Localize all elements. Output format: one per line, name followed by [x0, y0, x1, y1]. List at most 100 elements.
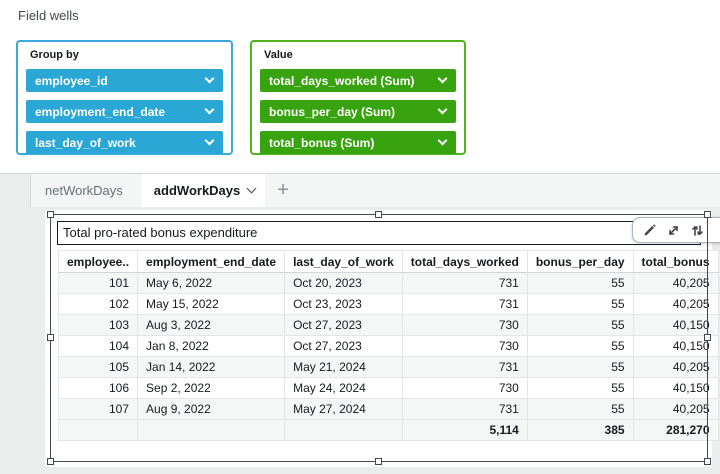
value-field-pill[interactable]: bonus_per_day (Sum) [260, 100, 456, 123]
table-cell: 105 [57, 356, 139, 378]
resize-handle-bottom-right[interactable] [704, 458, 711, 465]
table-cell: 731 [401, 272, 528, 294]
table-cell: Aug 9, 2022 [137, 398, 286, 420]
tab-label: addWorkDays [153, 183, 241, 198]
maximize-icon[interactable] [667, 224, 680, 237]
table-row: 105 Jan 14, 2022 May 21, 2024 731 55 40,205 [57, 356, 719, 378]
resize-handle-top-center[interactable] [375, 211, 382, 218]
table-cell: 40,150 [632, 314, 719, 336]
chevron-down-icon [204, 104, 215, 115]
table-cell: 55 [526, 356, 634, 378]
totals-cell [137, 419, 286, 441]
field-wells-title: Field wells [18, 8, 79, 23]
table-cell: 55 [526, 272, 634, 294]
group-by-label: Group by [30, 49, 79, 61]
column-header[interactable]: bonus_per_day [526, 250, 634, 273]
resize-handle-mid-left[interactable] [47, 334, 54, 341]
table-cell: May 6, 2022 [137, 272, 286, 294]
chevron-down-icon [204, 135, 215, 146]
resize-handle-bottom-left[interactable] [47, 458, 54, 465]
field-pill-label: total_bonus (Sum) [269, 135, 375, 150]
table-row: 106 Sep 2, 2022 May 24, 2024 730 55 40,150 [57, 377, 719, 399]
totals-cell: 385 [526, 419, 634, 441]
field-pill-label: employment_end_date [35, 104, 166, 119]
table-cell: Oct 23, 2023 [284, 293, 403, 315]
table-cell: Oct 20, 2023 [284, 272, 403, 294]
chevron-down-icon [437, 73, 448, 84]
resize-handle-top-left[interactable] [47, 211, 54, 218]
table-cell: Oct 27, 2023 [284, 314, 403, 336]
totals-cell [284, 419, 403, 441]
field-pill-label: last_day_of_work [35, 135, 136, 150]
field-pill-label: total_days_worked (Sum) [269, 73, 415, 88]
kebab-menu-icon[interactable] [715, 224, 720, 237]
chevron-down-icon [204, 73, 215, 84]
group-by-field-pill[interactable]: last_day_of_work [26, 131, 223, 154]
table-cell: 730 [401, 377, 528, 399]
table-cell: 40,205 [632, 293, 719, 315]
sheet-tab-bar: netWorkDays addWorkDays + [30, 174, 720, 207]
table-cell: 55 [526, 377, 634, 399]
table-cell: 107 [57, 398, 139, 420]
chevron-down-icon [437, 135, 448, 146]
swap-direction-icon[interactable] [691, 224, 704, 237]
value-field-pill[interactable]: total_bonus (Sum) [260, 131, 456, 154]
table-cell: Aug 3, 2022 [137, 314, 286, 336]
table-cell: 731 [401, 293, 528, 315]
visual-title[interactable]: Total pro-rated bonus expenditure [57, 221, 701, 245]
table-cell: 40,205 [632, 272, 719, 294]
table-cell: May 24, 2024 [284, 377, 403, 399]
group-by-pill-list: employee_id employment_end_date last_day_o… [18, 69, 231, 154]
tab-addworkdays[interactable]: addWorkDays [141, 174, 266, 207]
table-cell: 40,205 [632, 398, 719, 420]
table-cell: Sep 2, 2022 [137, 377, 286, 399]
table-cell: May 27, 2024 [284, 398, 403, 420]
chevron-down-icon [246, 183, 257, 194]
table-cell: 55 [526, 398, 634, 420]
pivot-table: employee.. employment_end_date last_day_of… [57, 250, 719, 441]
table-row: 103 Aug 3, 2022 Oct 27, 2023 730 55 40,150 [57, 314, 719, 336]
value-field-pill[interactable]: total_days_worked (Sum) [260, 69, 456, 92]
table-cell: 55 [526, 335, 634, 357]
table-cell: Oct 27, 2023 [284, 335, 403, 357]
group-by-field-pill[interactable]: employment_end_date [26, 100, 223, 123]
column-header[interactable]: last_day_of_work [284, 250, 403, 273]
resize-handle-bottom-center[interactable] [375, 458, 382, 465]
table-cell: 104 [57, 335, 139, 357]
field-pill-label: bonus_per_day (Sum) [269, 104, 396, 119]
table-cell: 731 [401, 356, 528, 378]
table-cell: 103 [57, 314, 139, 336]
group-by-field-pill[interactable]: employee_id [26, 69, 223, 92]
section-divider [0, 173, 720, 174]
totals-cell [57, 419, 139, 441]
table-cell: Jan 14, 2022 [137, 356, 286, 378]
column-header[interactable]: employee.. [57, 250, 139, 273]
table-cell: 55 [526, 293, 634, 315]
totals-cell: 5,114 [401, 419, 528, 441]
resize-handle-mid-right[interactable] [704, 334, 711, 341]
table-row: 102 May 15, 2022 Oct 23, 2023 731 55 40,205 [57, 293, 719, 315]
table-header-row: employee.. employment_end_date last_day_of… [57, 250, 719, 273]
totals-cell: 281,270 [632, 419, 719, 441]
value-field-well: Value total_days_worked (Sum) bonus_per_d… [250, 40, 466, 155]
column-header[interactable]: total_bonus [632, 250, 719, 273]
table-cell: 730 [401, 314, 528, 336]
totals-row: 5,114 385 281,270 [57, 419, 719, 441]
table-cell: 101 [57, 272, 139, 294]
table-cell: May 15, 2022 [137, 293, 286, 315]
tab-networkdays[interactable]: netWorkDays [30, 174, 137, 207]
table-row: 104 Jan 8, 2022 Oct 27, 2023 730 55 40,150 [57, 335, 719, 357]
value-pill-list: total_days_worked (Sum) bonus_per_day (Su… [252, 69, 464, 154]
column-header[interactable]: employment_end_date [137, 250, 286, 273]
table-cell: 40,150 [632, 377, 719, 399]
column-header[interactable]: total_days_worked [401, 250, 528, 273]
table-cell: 40,205 [632, 356, 719, 378]
value-label: Value [264, 49, 293, 61]
table-cell: 40,150 [632, 335, 719, 357]
table-cell: May 21, 2024 [284, 356, 403, 378]
resize-handle-top-right[interactable] [704, 211, 711, 218]
add-sheet-button[interactable]: + [277, 179, 289, 201]
edit-pencil-icon[interactable] [643, 223, 656, 237]
